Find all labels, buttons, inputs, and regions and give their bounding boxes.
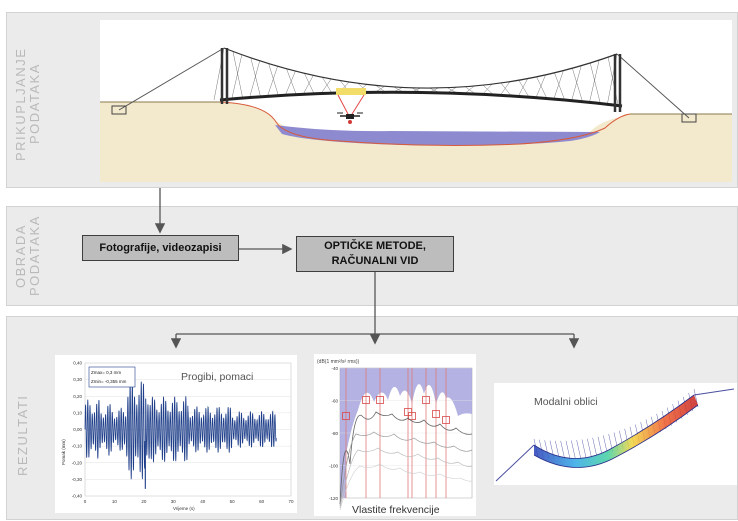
frequency-chart-card: (dB(1 mm²/s² rms)) -40 -60 -80 -100 -120 Vla… xyxy=(314,354,476,516)
legend-max: Zmax= 0,3 mm xyxy=(91,370,121,375)
frequency-peak-marker xyxy=(404,408,412,416)
x-tick-label: 60 xyxy=(259,499,265,504)
deflection-ylabel: Pomak (mm) xyxy=(61,439,66,465)
optical-methods-box: OPTIČKE METODE, RAČUNALNI VID xyxy=(296,236,454,272)
frequency-curve-4 xyxy=(339,463,473,511)
water xyxy=(275,125,600,146)
photos-videos-box: Fotografije, videozapisi xyxy=(82,235,239,261)
freq-y-tick-label: -60 xyxy=(331,399,338,404)
x-tick-label: 10 xyxy=(112,499,118,504)
optical-methods-line1: OPTIČKE METODE, xyxy=(324,240,426,252)
optical-methods-line2: RAČUNALNI VID xyxy=(331,255,419,267)
legend-min: Zmin= -0,355 mm xyxy=(91,379,127,384)
x-tick-label: 50 xyxy=(230,499,236,504)
right-anchor xyxy=(681,113,697,123)
processing-label-line2: PODATAKA xyxy=(27,215,42,297)
y-tick-label: 0,20 xyxy=(73,394,82,399)
y-tick-label: 0,30 xyxy=(73,377,82,382)
main-cable xyxy=(223,47,618,89)
freq-y-tick-label: -100 xyxy=(329,464,339,469)
modes-title: Modalni oblici xyxy=(534,396,598,408)
x-tick-label: 20 xyxy=(141,499,147,504)
x-tick-label: 30 xyxy=(171,499,177,504)
frequency-area xyxy=(340,368,472,498)
left-tower xyxy=(220,48,229,104)
drone-icon xyxy=(337,112,363,124)
freq-y-tick-label: -40 xyxy=(331,366,338,371)
processing-label: OBRADA PODATAKA xyxy=(13,214,42,298)
mode-shapes-card: Modalni oblici xyxy=(494,383,737,485)
frequency-peak-marker xyxy=(432,410,440,418)
y-tick-label: 0,40 xyxy=(73,361,82,366)
frequency-curve-2 xyxy=(339,431,473,507)
deflection-chart-card: 0,40 0,30 0,20 0,10 0,00 -0,10 -0,20 -0,30 -0,40… xyxy=(55,355,297,513)
mode-shape-illustration: Modalni oblici xyxy=(495,388,735,482)
freq-y-tick-label: -120 xyxy=(329,496,339,501)
x-tick-label: 70 xyxy=(288,499,294,504)
mode-deck-colored xyxy=(534,395,698,468)
y-tick-label: -0,20 xyxy=(72,460,83,465)
y-tick-label: -0,30 xyxy=(72,477,83,482)
frequency-chart: (dB(1 mm²/s² rms)) -40 -60 -80 -100 -120 Vla… xyxy=(317,359,473,516)
deflection-xlabel: Vrijeme (s) xyxy=(173,506,195,511)
frequency-header: (dB(1 mm²/s² rms)) xyxy=(317,359,360,365)
x-tick-label: 40 xyxy=(200,499,206,504)
y-tick-label: -0,40 xyxy=(72,494,83,499)
x-tick-label: 0 xyxy=(84,499,87,504)
right-tower xyxy=(613,54,622,112)
frequency-title: Vlastite frekvencije xyxy=(352,504,440,516)
frequency-peak-marker xyxy=(408,412,416,420)
y-tick-label: 0,10 xyxy=(73,410,82,415)
frequency-curve-3 xyxy=(339,447,473,509)
y-tick-label: 0,00 xyxy=(73,427,82,432)
left-anchor xyxy=(111,105,127,115)
deflection-chart: 0,40 0,30 0,20 0,10 0,00 -0,10 -0,20 -0,30 -0,40… xyxy=(61,361,294,512)
results-label: REZULTATI xyxy=(15,394,30,476)
frequency-peak-marker xyxy=(376,396,384,404)
frequency-curve-1 xyxy=(339,411,473,505)
frequency-peak-marker xyxy=(442,416,450,424)
frequency-peak-marker xyxy=(342,412,350,420)
photos-videos-label: Fotografije, videozapisi xyxy=(99,241,222,254)
bridge-deck xyxy=(219,90,623,108)
y-tick-label: -0,10 xyxy=(72,444,83,449)
freq-y-tick-label: -80 xyxy=(331,431,338,436)
deflection-title: Progibi, pomaci xyxy=(181,371,253,383)
camera-target-area xyxy=(336,88,366,95)
processing-label-line1: OBRADA xyxy=(13,224,28,288)
frequency-peak-marker xyxy=(362,396,370,404)
frequency-peak-marker xyxy=(422,396,430,404)
deflection-series xyxy=(84,381,277,489)
legend-box xyxy=(88,366,136,388)
bridge-illustration xyxy=(100,20,732,182)
